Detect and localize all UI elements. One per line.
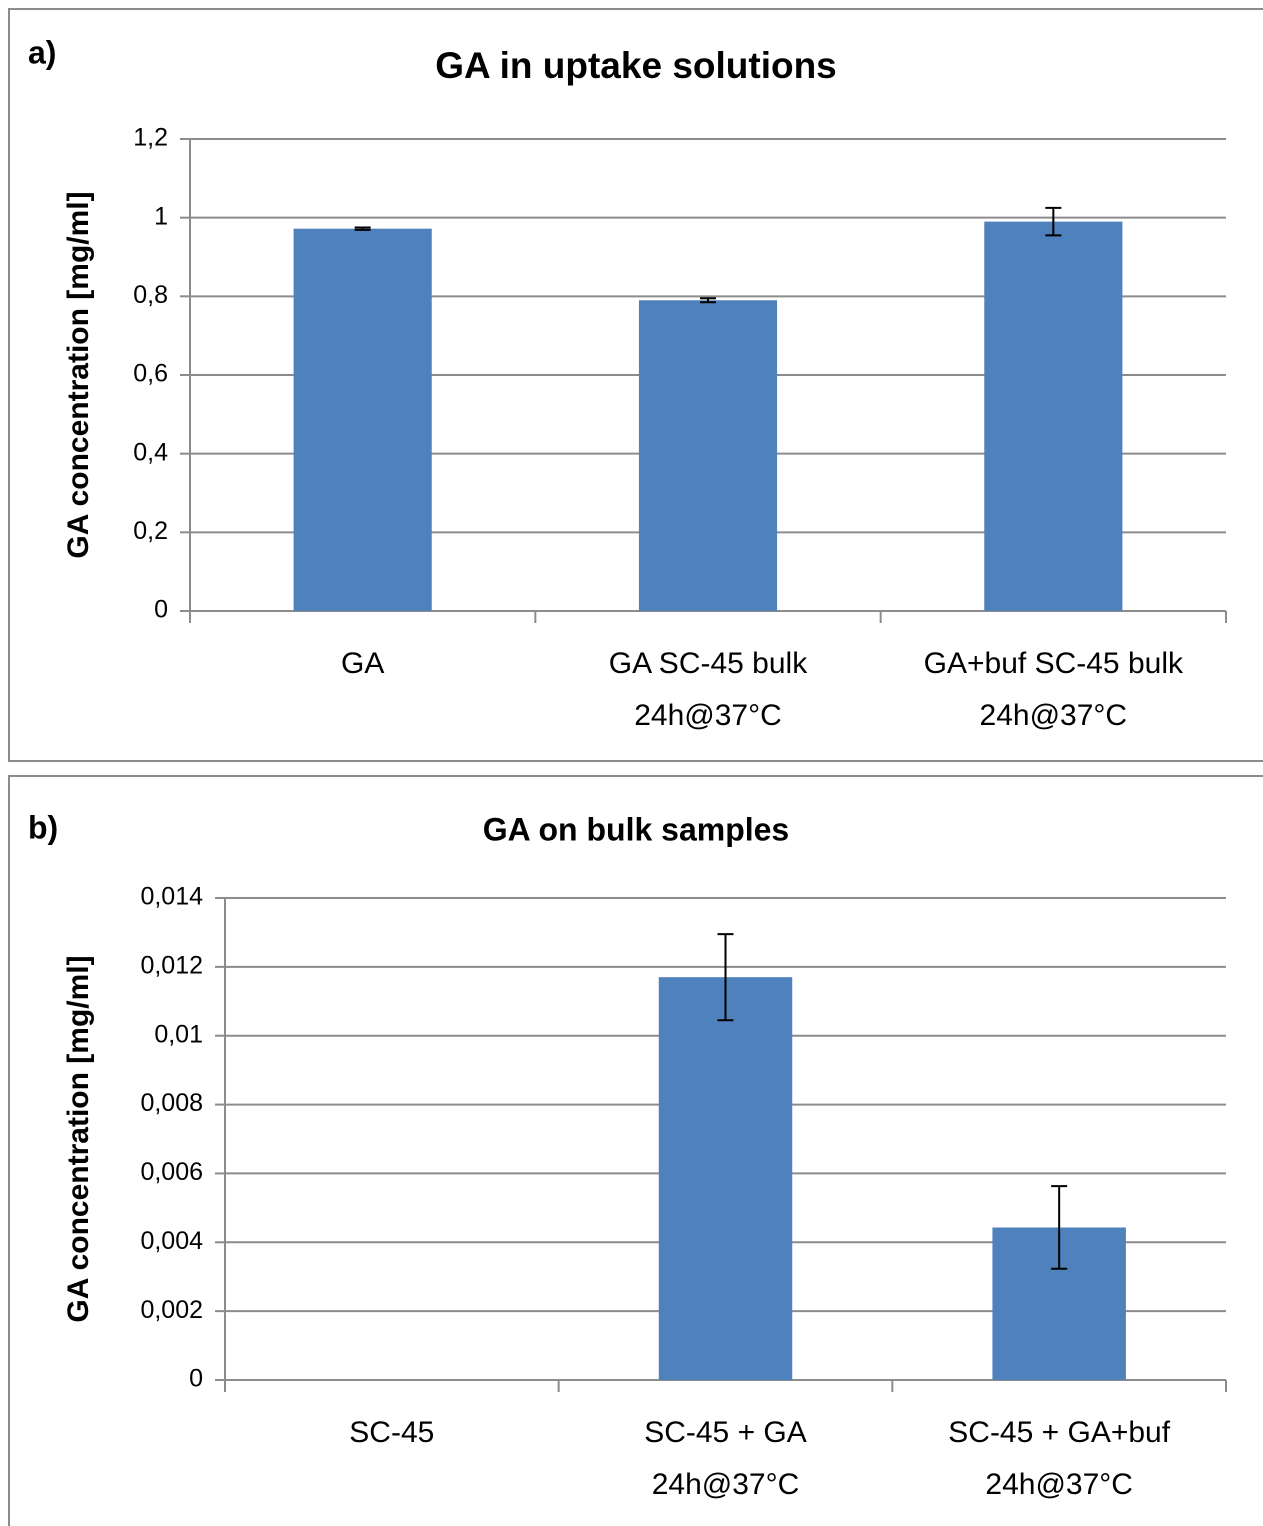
y-tick-label: 0,01 [154,1020,203,1048]
x-tick-label: 24h@37°C [980,699,1128,732]
bar [293,228,432,611]
y-tick-label: 1 [154,202,168,230]
y-tick-label: 0 [154,596,168,624]
bar [658,977,793,1380]
y-tick-label: 0,006 [140,1158,203,1186]
x-tick-label: 24h@37°C [634,699,782,732]
y-tick-label: 0,6 [133,360,168,388]
y-tick-label: 0,014 [140,883,203,911]
y-tick-label: 0 [189,1365,203,1393]
x-tick-label: 24h@37°C [652,1468,800,1501]
chart-title: GA in uptake solutions [435,45,837,86]
y-tick-label: 0,002 [140,1296,203,1324]
x-tick-label: SC-45 [349,1416,434,1449]
bar [638,300,778,611]
chart-title: GA on bulk samples [483,811,789,847]
panel-border [8,775,1263,1526]
x-tick-label: SC-45 + GA+buf [948,1416,1170,1449]
y-tick-label: 0,008 [140,1089,203,1117]
y-tick-label: 1,2 [133,124,168,152]
bar [984,221,1123,611]
y-tick-label: 0,004 [140,1227,203,1255]
x-tick-label: GA [341,647,384,680]
x-tick-label: SC-45 + GA [644,1416,807,1449]
y-tick-label: 0,2 [133,517,168,545]
y-tick-label: 0,012 [140,951,203,979]
x-tick-label: GA+buf SC-45 bulk [924,647,1184,680]
y-axis-label: GA concentration [mg/ml] [62,191,95,558]
y-tick-label: 0,8 [133,281,168,309]
y-tick-label: 0,4 [133,438,168,466]
x-tick-label: GA SC-45 bulk [609,647,808,680]
panel-border [8,8,1263,762]
x-tick-label: 24h@37°C [985,1468,1133,1501]
panel-label: b) [28,809,58,845]
panel-label: a) [28,34,56,70]
y-axis-label: GA concentration [mg/ml] [62,955,95,1322]
